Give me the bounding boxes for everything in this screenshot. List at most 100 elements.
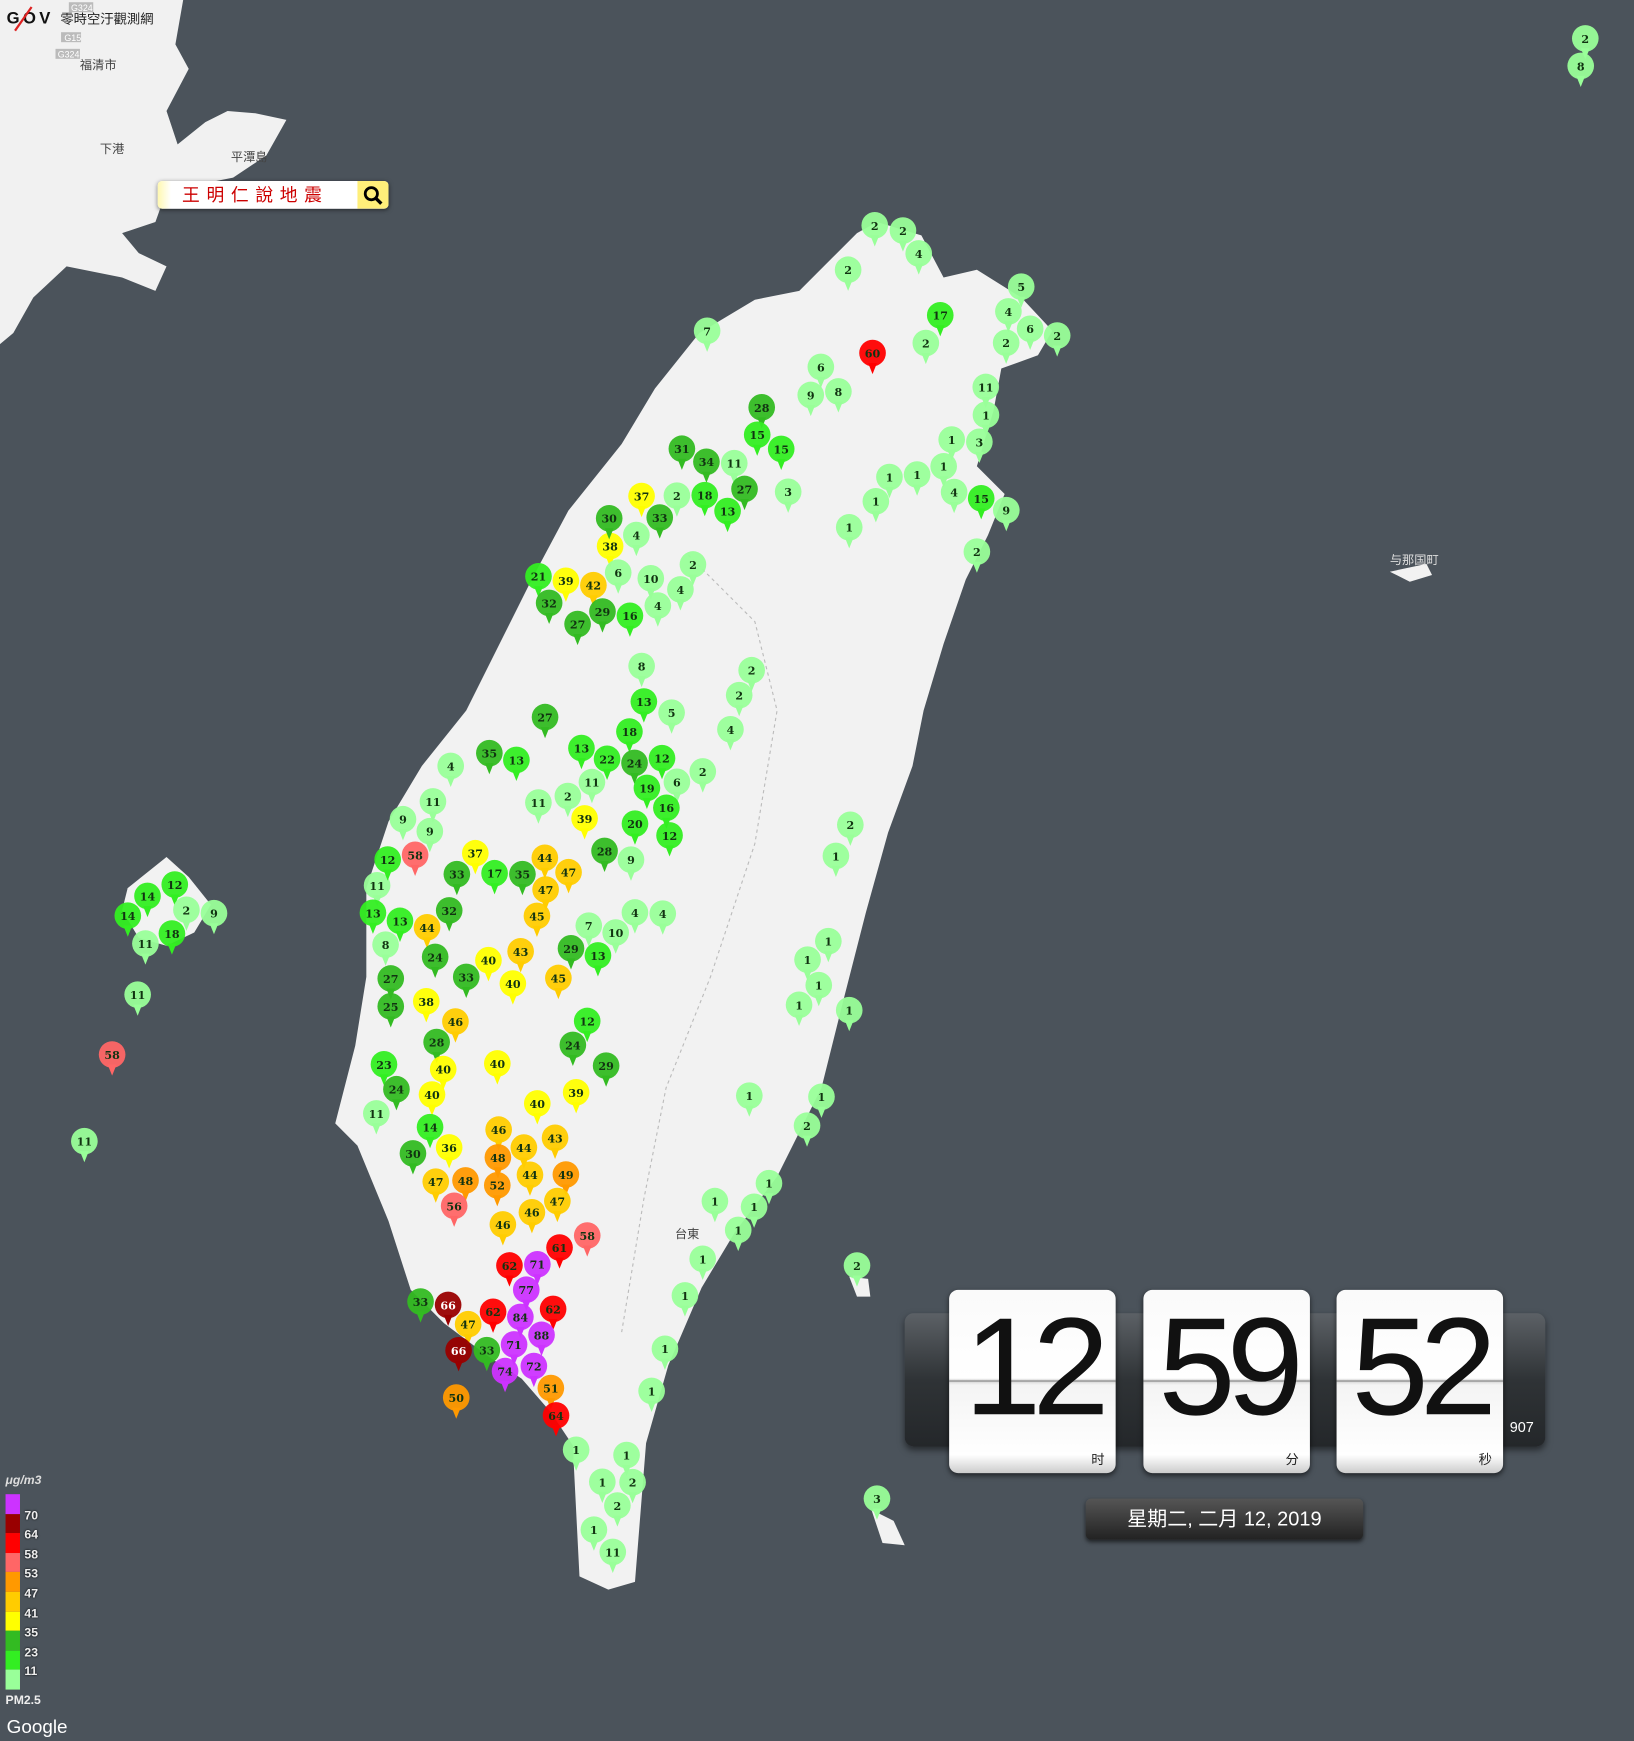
station-marker[interactable]: 1: [638, 1377, 665, 1413]
station-marker[interactable]: 3: [863, 1485, 891, 1520]
station-marker[interactable]: 40: [429, 1055, 457, 1091]
station-marker[interactable]: 8: [628, 652, 655, 688]
station-marker[interactable]: 1: [785, 991, 813, 1026]
station-marker[interactable]: 33: [646, 504, 674, 539]
station-marker[interactable]: 45: [545, 964, 572, 1000]
station-marker[interactable]: 13: [503, 746, 530, 782]
station-marker[interactable]: 38: [412, 987, 440, 1023]
station-marker[interactable]: 1: [930, 452, 957, 488]
station-marker[interactable]: 1: [735, 1082, 763, 1117]
station-marker[interactable]: 30: [399, 1140, 427, 1175]
station-marker[interactable]: 12: [161, 871, 189, 906]
station-marker[interactable]: 2: [843, 1252, 871, 1287]
station-marker[interactable]: 15: [743, 421, 771, 456]
station-marker[interactable]: 30: [595, 504, 623, 540]
station-marker[interactable]: 88: [528, 1321, 555, 1356]
station-marker[interactable]: 28: [423, 1028, 450, 1064]
station-marker[interactable]: 58: [401, 841, 429, 876]
station-marker[interactable]: 48: [452, 1167, 479, 1202]
station-marker[interactable]: 9: [617, 846, 645, 881]
station-marker[interactable]: 1: [835, 513, 863, 549]
station-marker[interactable]: 4: [621, 899, 649, 934]
station-marker[interactable]: 4: [644, 592, 672, 627]
station-marker[interactable]: 28: [748, 394, 776, 429]
station-marker[interactable]: 2: [1043, 322, 1071, 357]
station-marker[interactable]: 33: [452, 963, 480, 998]
station-marker[interactable]: 47: [454, 1310, 482, 1346]
station-marker[interactable]: 11: [71, 1127, 98, 1163]
station-marker[interactable]: 71: [500, 1331, 528, 1366]
station-marker[interactable]: 39: [562, 1079, 590, 1114]
station-marker[interactable]: 1: [822, 842, 850, 877]
station-marker[interactable]: 46: [489, 1211, 517, 1246]
station-marker[interactable]: 14: [134, 882, 161, 918]
station-marker[interactable]: 1: [862, 487, 890, 523]
station-marker[interactable]: 46: [442, 1008, 469, 1043]
station-marker[interactable]: 4: [940, 478, 968, 514]
station-marker[interactable]: 1: [562, 1436, 590, 1471]
station-marker[interactable]: 48: [484, 1144, 512, 1179]
station-marker[interactable]: 47: [544, 1187, 571, 1223]
station-marker[interactable]: 6: [663, 768, 691, 803]
station-marker[interactable]: 42: [580, 571, 607, 607]
station-marker[interactable]: 9: [200, 899, 228, 935]
station-marker[interactable]: 1: [972, 401, 1000, 436]
station-marker[interactable]: 11: [363, 872, 391, 907]
station-marker[interactable]: 24: [559, 1031, 587, 1066]
station-marker[interactable]: 1: [671, 1282, 699, 1317]
station-marker[interactable]: 11: [124, 981, 151, 1016]
station-marker[interactable]: 14: [416, 1113, 444, 1149]
station-marker[interactable]: 2: [679, 551, 707, 586]
station-marker[interactable]: 11: [419, 788, 447, 823]
station-marker[interactable]: 2: [793, 1112, 821, 1147]
station-marker[interactable]: 2: [689, 758, 717, 793]
station-marker[interactable]: 29: [592, 1052, 620, 1087]
station-marker[interactable]: 24: [421, 943, 449, 978]
station-marker[interactable]: 44: [516, 1161, 544, 1196]
station-marker[interactable]: 1: [580, 1516, 608, 1551]
station-marker[interactable]: 51: [537, 1374, 565, 1410]
station-marker[interactable]: 11: [720, 449, 748, 485]
station-marker[interactable]: 16: [616, 602, 644, 637]
station-marker[interactable]: 40: [499, 970, 527, 1005]
station-marker[interactable]: 17: [481, 859, 508, 895]
station-marker[interactable]: 31: [668, 435, 696, 470]
station-marker[interactable]: 11: [525, 789, 552, 824]
station-marker[interactable]: 40: [484, 1050, 511, 1085]
station-marker[interactable]: 29: [589, 598, 616, 633]
station-marker[interactable]: 6: [1016, 315, 1044, 350]
station-marker[interactable]: 39: [552, 567, 580, 602]
station-marker[interactable]: 38: [596, 532, 624, 568]
station-marker[interactable]: 47: [532, 876, 559, 911]
station-marker[interactable]: 12: [648, 744, 676, 780]
search-input[interactable]: 王明仁說地震: [157, 180, 358, 209]
station-marker[interactable]: 2: [992, 329, 1020, 364]
station-marker[interactable]: 2: [837, 811, 864, 846]
station-marker[interactable]: 58: [98, 1041, 126, 1076]
station-marker[interactable]: 6: [604, 559, 632, 594]
site-logo[interactable]: GOV 零時空汙觀測網: [7, 6, 154, 32]
station-marker[interactable]: 11: [132, 930, 159, 965]
station-marker[interactable]: 1: [794, 946, 821, 981]
station-marker[interactable]: 46: [518, 1198, 546, 1234]
station-marker[interactable]: 10: [602, 919, 630, 954]
station-marker[interactable]: 11: [578, 768, 606, 804]
station-marker[interactable]: 11: [599, 1538, 627, 1574]
station-marker[interactable]: 58: [573, 1222, 601, 1257]
station-marker[interactable]: 1: [724, 1216, 752, 1252]
station-marker[interactable]: 8: [372, 931, 399, 966]
station-marker[interactable]: 44: [413, 914, 441, 949]
station-marker[interactable]: 4: [717, 716, 744, 751]
station-marker[interactable]: 14: [114, 902, 142, 937]
station-marker[interactable]: 1: [689, 1245, 717, 1280]
station-marker[interactable]: 2: [725, 681, 753, 717]
station-marker[interactable]: 10: [637, 565, 665, 600]
station-marker[interactable]: 5: [658, 699, 685, 734]
station-marker[interactable]: 62: [496, 1252, 523, 1287]
station-marker[interactable]: 2: [861, 212, 889, 247]
station-marker[interactable]: 1: [740, 1193, 768, 1228]
station-marker[interactable]: 2: [834, 256, 862, 291]
station-marker[interactable]: 4: [437, 752, 465, 788]
station-marker[interactable]: 60: [859, 339, 886, 375]
